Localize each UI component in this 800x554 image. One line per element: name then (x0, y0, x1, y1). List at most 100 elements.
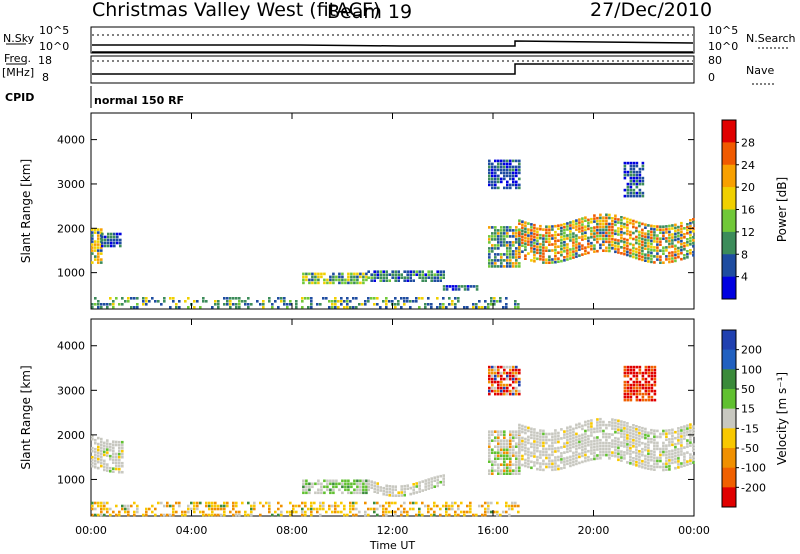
data-cell (319, 303, 322, 306)
data-cell (644, 430, 647, 434)
data-cell (110, 235, 113, 239)
data-cell (620, 456, 623, 459)
data-cell (415, 300, 418, 303)
data-cell (409, 273, 412, 276)
data-cell (521, 226, 524, 229)
data-cell (160, 303, 163, 306)
data-cell (542, 459, 545, 463)
data-cell (497, 463, 500, 466)
data-cell (400, 306, 403, 309)
data-cell (491, 386, 494, 390)
data-cell (554, 260, 557, 264)
data-cell (503, 389, 506, 393)
colorbar-swatch (722, 254, 736, 277)
data-cell (497, 244, 500, 247)
data-cell (397, 507, 400, 511)
data-cell (515, 259, 518, 262)
data-cell (665, 435, 668, 438)
data-cell (505, 504, 508, 508)
data-cell (629, 368, 633, 372)
data-cell (94, 441, 97, 445)
data-cell (653, 234, 656, 237)
data-cell (277, 297, 280, 300)
data-cell (653, 231, 656, 234)
data-cell (620, 228, 623, 231)
x-tick-label: 04:00 (176, 524, 208, 537)
data-cell (356, 272, 359, 276)
data-cell (97, 451, 100, 455)
data-cell (539, 233, 542, 237)
data-cell (512, 256, 515, 259)
data-cell (659, 447, 662, 451)
data-cell (578, 440, 581, 444)
data-cell (427, 270, 430, 273)
data-cell (172, 510, 175, 514)
data-cell (638, 365, 642, 369)
data-cell (647, 224, 650, 227)
data-cell (536, 446, 539, 450)
data-cell (250, 510, 253, 514)
data-cell (163, 297, 166, 300)
data-cell (488, 165, 491, 169)
data-cell (590, 458, 593, 461)
data-cell (439, 507, 442, 511)
data-cell (304, 510, 307, 514)
data-cell (611, 238, 614, 241)
data-cell (635, 365, 639, 369)
data-cell (560, 455, 563, 458)
data-cell (400, 494, 403, 497)
data-cell (494, 253, 497, 256)
data-cell (575, 444, 578, 448)
data-cell (593, 226, 596, 229)
data-cell (551, 234, 554, 237)
data-cell (409, 300, 412, 303)
data-cell (587, 455, 590, 459)
data-cell (433, 276, 436, 279)
data-cell (623, 395, 627, 399)
data-cell (668, 257, 671, 261)
data-cell (605, 249, 608, 253)
data-cell (457, 513, 460, 517)
data-cell (620, 252, 623, 255)
data-cell (665, 429, 668, 432)
data-cell (478, 306, 481, 309)
data-cell (491, 168, 494, 172)
data-cell (494, 365, 497, 369)
data-cell (142, 513, 145, 517)
data-cell (578, 452, 581, 456)
data-cell (644, 454, 647, 458)
data-cell (323, 485, 326, 489)
data-cell (115, 513, 118, 517)
data-cell (662, 237, 665, 240)
data-cell (623, 222, 626, 226)
data-cell (496, 300, 499, 303)
data-cell (445, 288, 449, 291)
data-cell (340, 501, 343, 505)
data-cell (623, 252, 626, 256)
data-cell (509, 439, 512, 442)
data-cell (118, 464, 121, 468)
data-cell (403, 297, 406, 300)
data-cell (442, 483, 445, 486)
data-cell (554, 230, 557, 234)
data-cell (506, 241, 509, 244)
data-cell (400, 513, 403, 517)
data-cell (376, 485, 379, 488)
data-cell (662, 453, 665, 457)
data-cell (211, 306, 214, 309)
data-cell (493, 303, 496, 306)
data-cell (632, 252, 635, 256)
data-cell (382, 510, 385, 514)
data-cell (548, 462, 551, 466)
data-cell (581, 424, 584, 428)
data-cell (424, 306, 427, 309)
data-cell (439, 513, 442, 517)
data-cell (193, 510, 196, 514)
data-cell (518, 162, 521, 166)
data-cell (632, 430, 635, 433)
data-cell (208, 501, 211, 505)
data-cell (280, 504, 283, 508)
data-cell (491, 463, 494, 466)
data-cell (262, 306, 265, 309)
data-cell (644, 398, 648, 402)
